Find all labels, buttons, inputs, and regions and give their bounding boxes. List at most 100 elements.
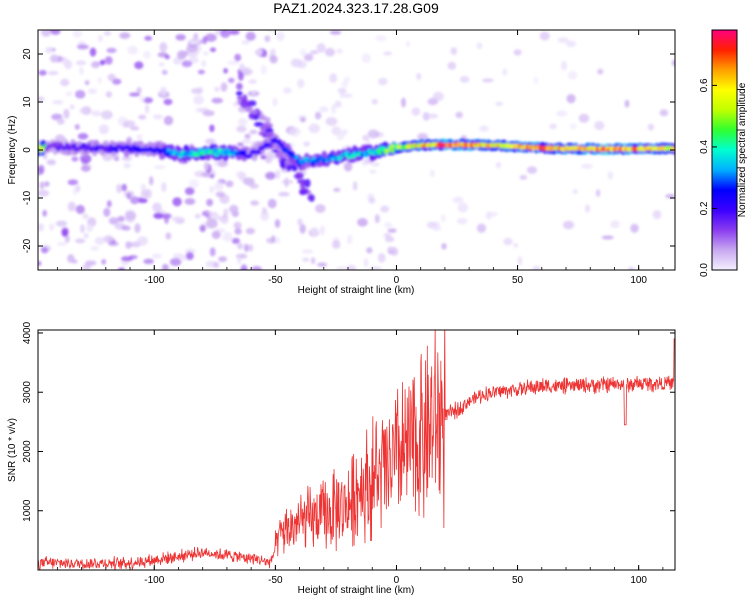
- spectrogram-noise-blob: [352, 181, 358, 191]
- spectrogram-noise-blob: [308, 123, 320, 134]
- spectrogram-noise-blob: [297, 78, 305, 89]
- spectrogram-noise-blob: [363, 258, 369, 268]
- y-tick-label: 2000: [22, 440, 33, 463]
- spectrogram-noise-blob: [562, 220, 575, 230]
- y-tick-label: 3000: [22, 381, 33, 404]
- spectrogram-noise-blob: [566, 94, 576, 104]
- spectrogram-noise-blob: [197, 69, 205, 75]
- spectrogram-noise-blob: [134, 223, 141, 234]
- spectrogram-noise-blob: [269, 55, 278, 64]
- spectrogram-ridge-core: [213, 147, 218, 153]
- spectrogram-noise-blob: [228, 77, 235, 83]
- y-tick-label: 20: [22, 48, 33, 60]
- spectrogram-noise-blob: [265, 156, 273, 164]
- spectrogram-streak-blob: [300, 178, 307, 188]
- spectrogram-noise-blob: [314, 111, 322, 120]
- spectrogram-noise-blob: [91, 110, 102, 117]
- spectrogram-noise-blob: [267, 198, 277, 209]
- spectrogram-noise-blob: [134, 61, 144, 70]
- spectrogram-noise-blob: [106, 47, 117, 54]
- spectrogram-noise-blob: [82, 213, 89, 220]
- spectrogram-noise-blob: [67, 254, 75, 263]
- spectrogram-noise-blob: [227, 60, 239, 66]
- x-tick-label: -100: [144, 275, 164, 286]
- spectrogram-noise-blob: [175, 34, 186, 41]
- spectrogram-noise-blob: [118, 267, 126, 270]
- spectrogram-ridge-core: [86, 143, 92, 148]
- spectrogram-noise-blob: [526, 166, 538, 174]
- spectrogram-noise-blob: [416, 73, 422, 80]
- spectrogram-ridge-core: [242, 149, 247, 155]
- spectrogram-noise-blob: [86, 224, 93, 232]
- spectrogram-noise-blob: [422, 112, 430, 121]
- spectrogram-noise-blob: [39, 181, 45, 190]
- spectrogram-noise-blob: [456, 217, 468, 225]
- spectrogram-noise-blob: [476, 42, 483, 50]
- spectrogram-noise-blob: [195, 44, 202, 53]
- snr-panel: -100 -50 0 50 100 1000 2000 3000 4000 Height of…: [7, 321, 676, 596]
- snr-plot-area: [38, 330, 675, 570]
- x-tick-label: -50: [268, 275, 283, 286]
- spectrogram-ridge-core: [64, 142, 70, 147]
- spectrogram-noise-blob: [103, 235, 114, 243]
- spectrogram-noise-blob: [430, 169, 435, 178]
- spectrogram-noise-blob: [366, 247, 373, 254]
- snr-frame: [37, 329, 676, 571]
- spectrogram-noise-blob: [207, 211, 218, 216]
- spectrogram-noise-blob: [136, 134, 143, 140]
- spectrogram-noise-blob: [567, 70, 578, 80]
- spectrogram-noise-blob: [191, 88, 203, 94]
- spectrogram-noise-blob: [217, 160, 228, 167]
- spectrogram-noise-blob: [549, 123, 557, 130]
- spectrogram-noise-blob: [173, 253, 184, 260]
- spectrogram-noise-blob: [251, 266, 263, 270]
- spectrogram-noise-blob: [233, 101, 238, 107]
- spectrogram-noise-blob: [572, 189, 578, 194]
- spectrogram-noise-blob: [336, 48, 343, 54]
- spectrogram-noise-blob: [482, 78, 494, 83]
- spectrogram-noise-blob: [343, 161, 353, 172]
- spectrogram-noise-blob: [85, 260, 97, 266]
- spectrogram-noise-blob: [337, 87, 347, 94]
- spectrogram-noise-blob: [585, 204, 590, 213]
- spectrogram-noise-blob: [130, 126, 140, 131]
- spectrogram-noise-blob: [332, 240, 341, 249]
- spectrogram-noise-blob: [214, 181, 224, 191]
- spectrogram-noise-blob: [119, 32, 131, 39]
- spectrogram-noise-blob: [251, 90, 257, 96]
- spectrogram-noise-blob: [260, 64, 267, 75]
- spectrogram-noise-blob: [137, 197, 143, 203]
- spectrogram-noise-blob: [202, 110, 215, 117]
- spectrogram-noise-blob: [336, 131, 345, 141]
- spectrogram-noise-blob: [270, 48, 276, 56]
- spectrogram-noise-blob: [169, 267, 175, 270]
- spectrogram-noise-blob: [578, 113, 590, 123]
- spectrogram-noise-blob: [335, 266, 348, 270]
- spectrogram-noise-blob: [76, 44, 89, 50]
- spectrogram-noise-blob: [38, 261, 42, 266]
- spectrogram-noise-blob: [300, 117, 306, 123]
- spectrogram-ridge-core: [279, 143, 285, 148]
- spectrogram-noise-blob: [457, 202, 469, 213]
- spectrogram-noise-blob: [38, 164, 45, 175]
- spectrogram-noise-blob: [369, 169, 377, 174]
- spectrogram-ridge-core: [377, 150, 382, 155]
- spectrogram-noise-blob: [51, 113, 63, 121]
- spectrogram-noise-blob: [319, 106, 329, 113]
- spectrogram-ridge-core: [326, 157, 331, 162]
- spectrogram-noise-blob: [64, 234, 70, 243]
- spectrogram-noise-blob: [38, 223, 44, 232]
- spectrogram-noise-blob: [513, 243, 518, 248]
- spectrogram-noise-blob: [346, 264, 357, 270]
- y-tick-label: 4000: [22, 321, 33, 344]
- spectrogram-noise-blob: [185, 252, 194, 260]
- spectrogram-noise-blob: [229, 204, 239, 214]
- spectrogram-streak-blob: [299, 187, 310, 195]
- spectrogram-noise-blob: [315, 204, 326, 213]
- spectrogram-noise-blob: [42, 209, 47, 217]
- spectrogram-noise-blob: [143, 97, 153, 104]
- spectrogram-noise-blob: [173, 57, 182, 65]
- spectrogram-noise-blob: [652, 210, 662, 220]
- spectrogram-noise-blob: [128, 255, 138, 260]
